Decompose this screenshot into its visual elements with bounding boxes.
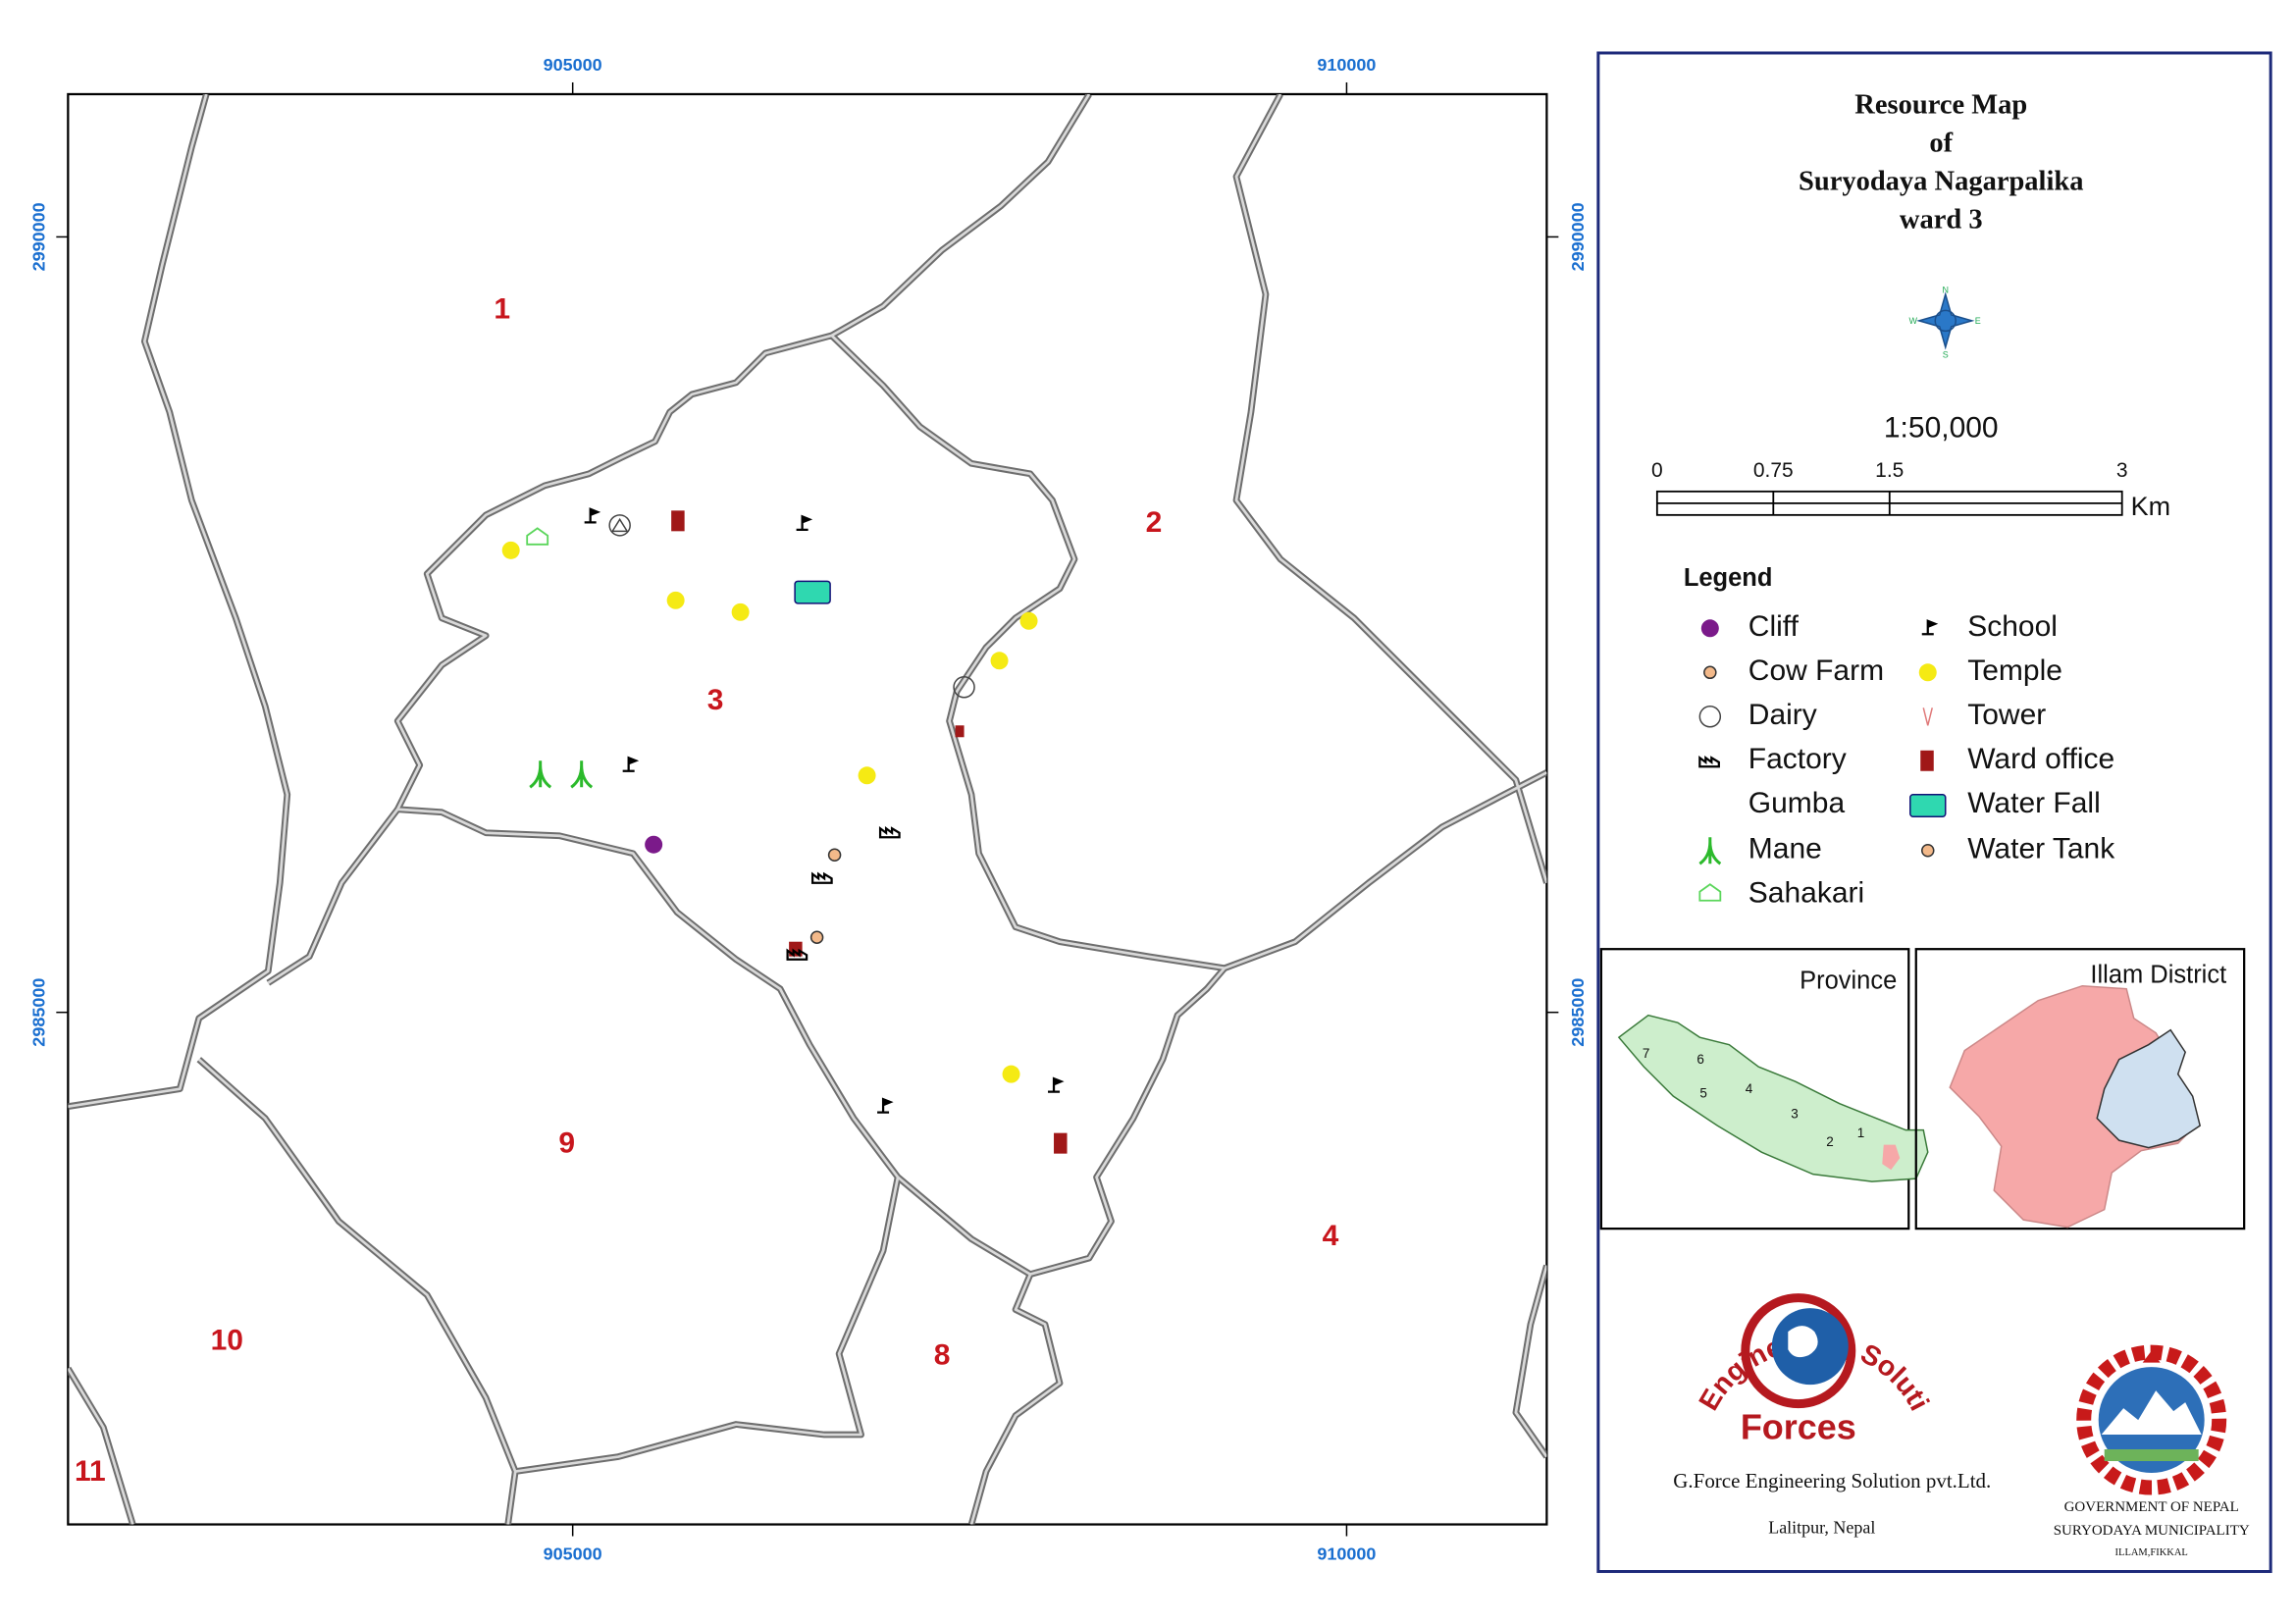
legend-item: School <box>1967 610 2058 643</box>
water-fall-symbol <box>794 580 831 604</box>
scale-bar <box>1655 490 2123 516</box>
scale-tick: 0 <box>1651 459 1663 482</box>
water-tank-symbols <box>809 848 842 944</box>
ward-number: 4 <box>1323 1220 1339 1252</box>
ward-number: 9 <box>558 1127 575 1160</box>
company-name: G.Force Engineering Solution pvt.Ltd. <box>1673 1469 1991 1492</box>
legend-symbols <box>1698 619 1947 902</box>
title-line: Resource Map <box>1854 89 2027 120</box>
ward-number: 3 <box>707 684 724 716</box>
compass: N E S W <box>1909 285 1981 359</box>
nepal-map <box>1617 1014 1929 1182</box>
cliff-symbol <box>645 835 663 854</box>
panel-frame <box>1596 51 2272 1574</box>
legend-item: Sahakari <box>1748 877 1864 910</box>
compass-letter: N <box>1943 285 1949 294</box>
title-block: Resource Map of Suryodaya Nagarpalika wa… <box>1799 89 2083 235</box>
grid-label: 2985000 <box>1568 978 1588 1047</box>
gov-line: ILLAM,FIKKAL <box>2115 1547 2188 1558</box>
suryodaya-map <box>2096 1028 2202 1149</box>
gov-line: SURYODAYA MUNICIPALITY <box>2054 1523 2250 1539</box>
dairy-symbols <box>608 514 975 699</box>
legend-item: Temple <box>1967 654 2062 687</box>
legend-item: Dairy <box>1748 699 1817 731</box>
factory-symbols <box>786 825 901 961</box>
grid-label: 2985000 <box>28 978 48 1047</box>
compass-letter: E <box>1975 316 1981 326</box>
scale-labels: 0 0.75 1.5 3 <box>1651 459 2128 482</box>
school-symbols <box>584 507 1065 1114</box>
scale-unit: Km <box>2131 492 2170 521</box>
mane-symbols <box>529 760 594 789</box>
government-emblem <box>2076 1344 2227 1495</box>
district-inset <box>1914 948 2246 1230</box>
legend-item: Water Tank <box>1967 833 2115 865</box>
legend-item: Cow Farm <box>1748 654 1884 687</box>
gov-line: GOVERNMENT OF NEPAL <box>2064 1499 2239 1515</box>
map-frame <box>67 92 1548 1526</box>
government-text: GOVERNMENT OF NEPAL SURYODAYA MUNICIPALI… <box>2054 1499 2250 1558</box>
ward-number: 11 <box>75 1455 106 1488</box>
legend-item: Tower <box>1967 699 2046 731</box>
province-number: 6 <box>1696 1052 1703 1067</box>
scale-tick: 1.5 <box>1875 459 1904 482</box>
ward-number: 8 <box>934 1339 951 1372</box>
grid-label: 2990000 <box>28 202 48 271</box>
province-highlight <box>1882 1144 1901 1171</box>
legend-item: Water Fall <box>1967 787 2101 819</box>
province-number: 2 <box>1826 1134 1833 1149</box>
ward-number: 2 <box>1146 506 1163 539</box>
illam-map <box>1949 984 2194 1229</box>
scale-tick: 3 <box>2116 459 2128 482</box>
legend-title: Legend <box>1684 564 1773 592</box>
company-location: Lalitpur, Nepal <box>1768 1518 1875 1538</box>
scale-ratio: 1:50,000 <box>1884 411 1999 444</box>
ward-number: 10 <box>211 1325 243 1357</box>
inset-title: Province <box>1800 968 1897 995</box>
grid-label: 905000 <box>544 55 602 75</box>
ward-number: 1 <box>494 292 510 325</box>
scale-tick: 0.75 <box>1753 459 1794 482</box>
ward-office-symbols <box>671 510 1068 1154</box>
province-number: 5 <box>1699 1086 1707 1101</box>
province-number: 4 <box>1746 1081 1753 1096</box>
legend-item: Ward office <box>1967 743 2114 775</box>
compass-letter: S <box>1943 349 1949 359</box>
inset-title: Illam District <box>2090 962 2226 989</box>
grid-label: 910000 <box>1317 1544 1376 1564</box>
province-number: 7 <box>1643 1046 1650 1061</box>
grid-label: 2990000 <box>1568 202 1588 271</box>
title-line: Suryodaya Nagarpalika <box>1799 166 2083 196</box>
temple-symbols <box>501 541 1038 1083</box>
compass-letter: W <box>1909 316 1918 326</box>
province-labels: 7 6 5 4 3 2 1 <box>1643 1046 1864 1149</box>
title-line: ward 3 <box>1900 204 1983 235</box>
province-number: 3 <box>1791 1107 1799 1122</box>
legend-item: Mane <box>1748 833 1822 865</box>
legend-item: Cliff <box>1748 610 1800 643</box>
legend-item: Factory <box>1748 743 1847 775</box>
title-line: of <box>1929 128 1953 158</box>
grid-ticks <box>56 81 1559 1537</box>
province-number: 1 <box>1857 1126 1865 1140</box>
province-inset <box>1599 948 1910 1230</box>
sahakari-symbol <box>526 527 549 546</box>
legend-item: Gumba <box>1748 787 1846 819</box>
legend-labels: Cliff Cow Farm Dairy Factory Gumba Mane … <box>1748 610 2115 909</box>
grid-label: 905000 <box>544 1544 602 1564</box>
grid-label: 910000 <box>1317 55 1376 75</box>
logo-word: Forces <box>1741 1407 1856 1447</box>
